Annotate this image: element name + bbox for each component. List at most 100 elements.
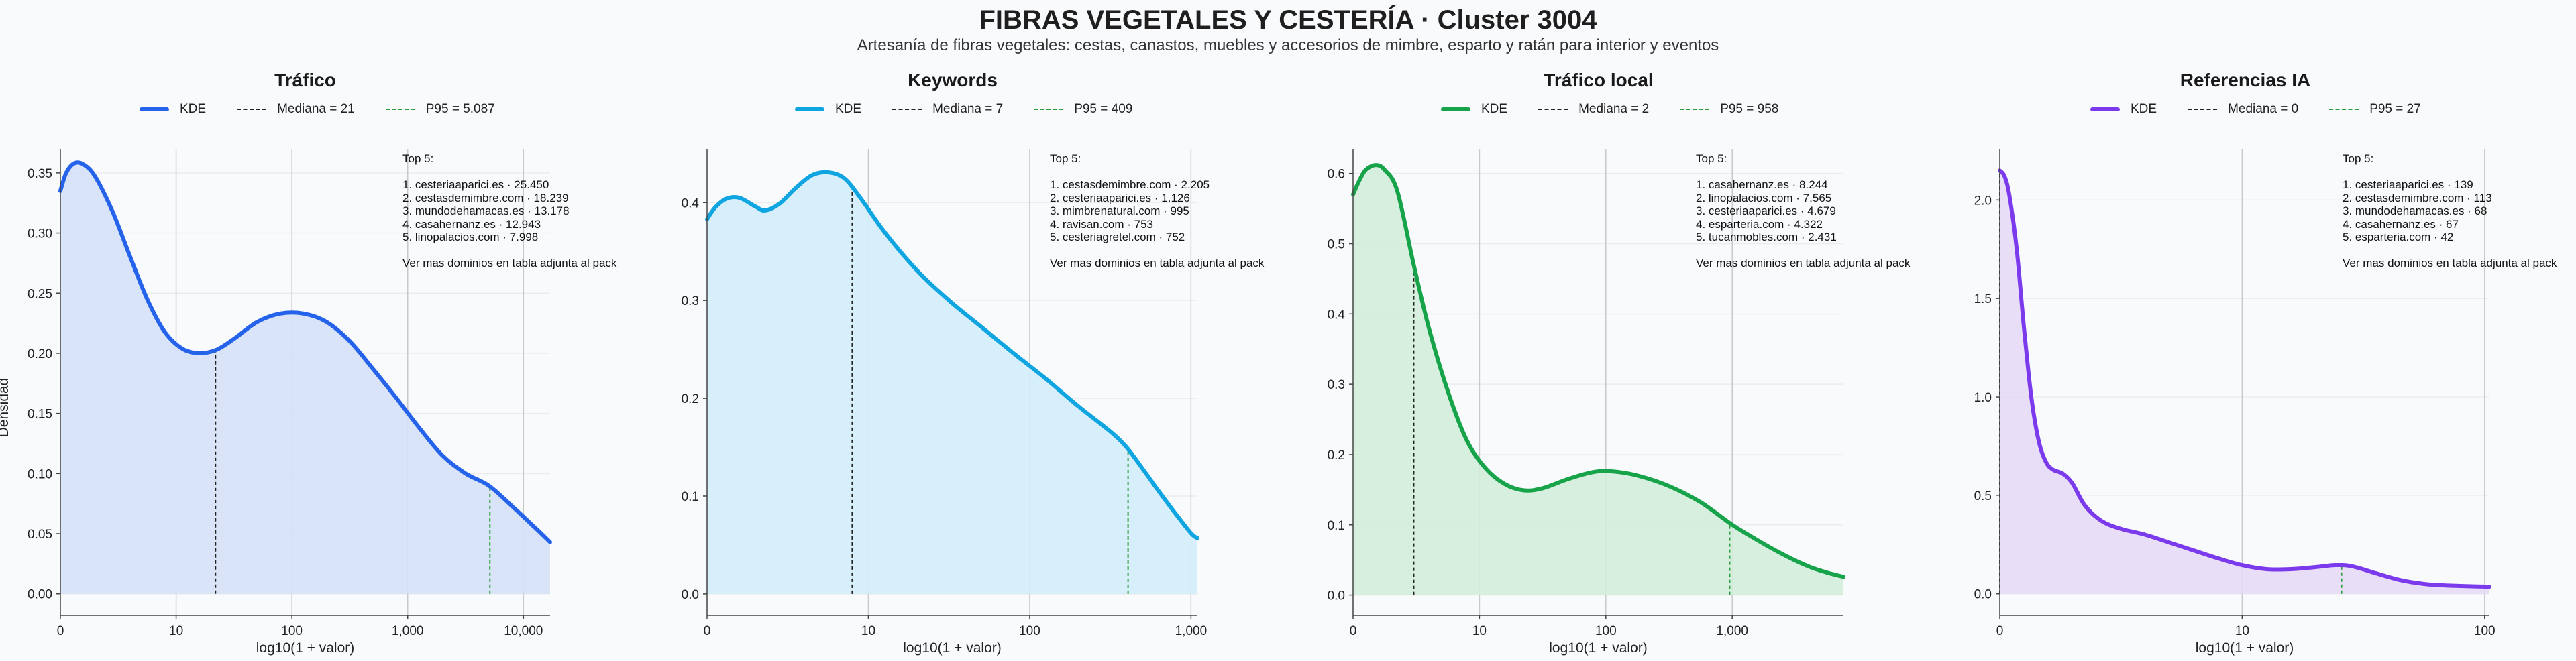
legend-referencias-ia: KDE Mediana = 0 P95 = 27 <box>2090 101 2452 118</box>
top5-item: 3. mundodehamacas.es · 68 <box>2343 204 2487 217</box>
panel-1: 0.0 0.1 0.2 0.3 0.4 0 10 100 1,000 log10(1 + valo… <box>682 149 1207 656</box>
panel-title-trafico: Tráfico <box>274 70 336 91</box>
x-tick-label: 10 <box>2235 624 2249 638</box>
kde-line <box>705 170 1199 540</box>
legend-item-p95: P95 = 958 <box>1680 102 1778 117</box>
kde-area <box>1353 165 1843 595</box>
top5-item: 5. esparteria.com · 42 <box>2343 231 2454 243</box>
legend-label: P95 = 27 <box>2369 102 2421 116</box>
legend-item-kde: KDE <box>140 102 206 117</box>
kde-area <box>707 172 1197 594</box>
top5-item: 2. cestasdemimbre.com · 18.239 <box>402 191 569 204</box>
top5-title: Top 5: <box>402 152 434 165</box>
top5-item: 5. linopalacios.com · 7.998 <box>402 231 539 243</box>
panel-title-trafico-local: Tráfico local <box>1544 70 1654 91</box>
x-tick-label: 100 <box>1595 624 1617 638</box>
panel-2: 0.0 0.1 0.2 0.3 0.4 0.5 0.6 0 10 100 1,000 log10(1 … <box>1328 149 1845 656</box>
x-tick-label: 0 <box>1996 624 2004 638</box>
panel-title-referencias-ia: Referencias IA <box>2180 70 2311 91</box>
y-tick-label: 0.35 <box>28 167 52 181</box>
legend-trafico-local: KDE Mediana = 2 P95 = 958 <box>1441 101 1809 118</box>
x-tick-label: 10 <box>169 624 183 638</box>
top5-note: Ver mas dominios en tabla adjunta al pac… <box>1696 257 1911 269</box>
y-tick-label: 0.5 <box>1974 489 1992 503</box>
y-tick-label: 0.6 <box>1328 168 1345 182</box>
legend-item-p95: P95 = 5.087 <box>385 102 495 117</box>
top5-title: Top 5: <box>1696 152 1727 165</box>
top5-item: 2. linopalacios.com · 7.565 <box>1696 191 1832 204</box>
top5-item: 4. casahernanz.es · 67 <box>2343 217 2459 231</box>
legend-label: P95 = 958 <box>1720 102 1779 116</box>
legend-label: KDE <box>835 102 862 116</box>
y-tick-label: 0.0 <box>1974 588 1992 602</box>
top5-annotation-referencias-ia: Top 5: 1. cesteriaaparici.es · 139 2. cest… <box>2343 152 2557 270</box>
y-tick-label: 2.0 <box>1974 194 1992 208</box>
y-tick-label: 0.4 <box>682 196 700 211</box>
y-tick-label: 1.5 <box>1974 292 1992 306</box>
top5-title: Top 5: <box>2343 152 2374 165</box>
top5-item: 1. cestasdemimbre.com · 2.205 <box>1050 178 1210 191</box>
top5-annotation-trafico: Top 5: 1. cesteriaaparici.es · 25.450 2. c… <box>402 152 616 270</box>
y-tick-label: 0.5 <box>1328 238 1345 252</box>
y-tick-label: 0.0 <box>682 588 699 602</box>
top5-item: 3. mimbrenatural.com · 995 <box>1050 204 1189 217</box>
top5-item: 1. cesteriaaparici.es · 139 <box>2343 178 2473 191</box>
top5-annotation-keywords: Top 5: 1. cestasdemimbre.com · 2.205 2. ce… <box>1050 152 1264 270</box>
panel-title-keywords: Keywords <box>908 70 998 91</box>
top5-annotation-trafico-local: Top 5: 1. casahernanz.es · 8.244 2. linopa… <box>1696 152 1910 270</box>
legend-item-kde: KDE <box>1441 102 1507 117</box>
legend-trafico: KDE Mediana = 21 P95 = 5.087 <box>140 101 526 118</box>
kde-line <box>1351 163 1845 579</box>
panel-0: 0.00 0.05 0.10 0.15 0.20 0.25 0.30 0.35 0 10 100 1,… <box>28 149 552 656</box>
legend-item-median: Mediana = 21 <box>237 102 355 117</box>
top5-note: Ver mas dominios en tabla adjunta al pac… <box>402 257 617 269</box>
chart-subtitle: Artesanía de fibras vegetales: cestas, c… <box>857 36 1719 54</box>
y-tick-label: 0.4 <box>1328 308 1346 322</box>
legend-label: Mediana = 7 <box>932 102 1004 116</box>
x-tick-label: 10 <box>1472 624 1487 638</box>
legend-item-kde: KDE <box>795 102 861 117</box>
top5-item: 4. ravisan.com · 753 <box>1050 217 1154 231</box>
y-tick-label: 0.3 <box>682 294 699 308</box>
y-tick-label: 0.25 <box>28 287 52 301</box>
legend-item-p95: P95 = 409 <box>1034 102 1132 117</box>
y-tick-label: 0.10 <box>28 467 52 481</box>
x-tick-label: 100 <box>1019 624 1040 638</box>
x-tick-label: 1,000 <box>1716 624 1748 638</box>
panel-3: 0.0 0.5 1.0 1.5 2.0 0 10 100 log10(1 + valor) <box>1974 149 2496 656</box>
top5-item: 4. esparteria.com · 4.322 <box>1696 217 1823 231</box>
legend-item-kde: KDE <box>2090 102 2157 117</box>
legend-label: KDE <box>180 102 207 116</box>
legend-item-median: Mediana = 2 <box>1538 102 1649 117</box>
y-tick-label: 0.2 <box>1328 448 1345 463</box>
top5-note: Ver mas dominios en tabla adjunta al pac… <box>1050 257 1265 269</box>
legend-label: KDE <box>1481 102 1508 116</box>
x-tick-label: 100 <box>2474 624 2496 638</box>
y-tick-label: 0.2 <box>682 392 699 406</box>
top5-item: 2. cestasdemimbre.com · 113 <box>2343 191 2492 204</box>
legend-item-p95: P95 = 27 <box>2329 102 2421 117</box>
top5-note: Ver mas dominios en tabla adjunta al pac… <box>2343 257 2557 269</box>
legend-item-median: Mediana = 0 <box>2188 102 2298 117</box>
y-tick-label: 0.05 <box>28 528 52 542</box>
x-tick-label: 1,000 <box>392 624 424 638</box>
top5-item: 5. cesteriagretel.com · 752 <box>1050 231 1185 243</box>
x-axis-label: log10(1 + valor) <box>256 640 355 656</box>
x-tick-label: 0 <box>57 624 64 638</box>
y-tick-label: 0.20 <box>28 347 52 361</box>
legend-item-median: Mediana = 7 <box>892 102 1003 117</box>
x-axis-label: log10(1 + valor) <box>903 640 1002 656</box>
legend-label: Mediana = 21 <box>277 102 355 116</box>
x-tick-label: 10,000 <box>504 624 543 638</box>
top5-item: 3. mundodehamacas.es · 13.178 <box>402 204 570 217</box>
y-tick-label: 0.0 <box>1328 589 1345 603</box>
chart-title: FIBRAS VEGETALES Y CESTERÍA · Cluster 30… <box>979 5 1597 35</box>
top5-item: 1. cesteriaaparici.es · 25.450 <box>402 178 549 191</box>
x-axis-label: log10(1 + valor) <box>1549 640 1648 656</box>
kde-line <box>58 160 552 544</box>
top5-item: 2. cesteriaaparici.es · 1.126 <box>1050 191 1190 204</box>
x-tick-label: 0 <box>704 624 711 638</box>
x-tick-label: 0 <box>1350 624 1357 638</box>
x-tick-label: 10 <box>861 624 875 638</box>
